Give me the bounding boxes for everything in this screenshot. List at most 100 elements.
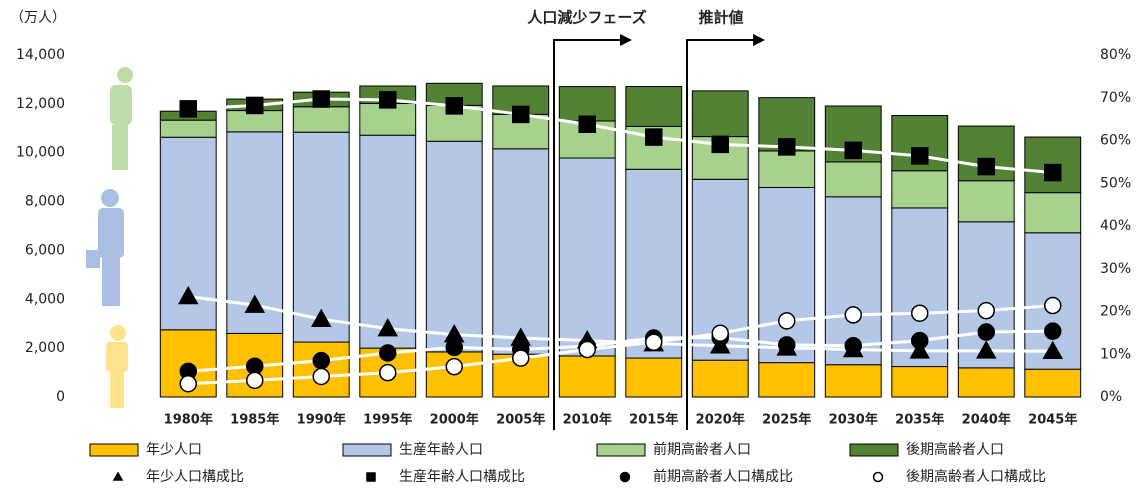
y-tick-label: 14,000 xyxy=(16,47,65,63)
marker xyxy=(512,349,530,367)
x-tick-label: 2025年 xyxy=(762,412,811,428)
arrow-head xyxy=(620,34,632,46)
bar xyxy=(758,362,816,398)
marker xyxy=(578,115,596,134)
marker xyxy=(844,306,862,324)
y-tick-label: 4,000 xyxy=(25,291,65,307)
marker xyxy=(1044,296,1062,315)
y-tick-label: 0 xyxy=(56,389,65,405)
marker xyxy=(310,308,332,327)
y-axis-label: （万人） xyxy=(10,10,66,26)
marker xyxy=(1042,340,1064,360)
marker xyxy=(909,340,931,359)
bar xyxy=(292,106,350,133)
y-tick-label: 2,000 xyxy=(25,340,65,356)
bar xyxy=(1024,192,1082,234)
marker xyxy=(445,338,463,357)
marker xyxy=(379,91,397,109)
bar xyxy=(891,366,949,398)
x-tick-label: 1990年 xyxy=(297,412,346,428)
marker xyxy=(246,371,264,390)
bar xyxy=(824,364,882,398)
bar xyxy=(359,134,417,349)
bar xyxy=(758,186,816,364)
legend-swatch xyxy=(596,443,646,457)
marker xyxy=(911,304,929,322)
marker xyxy=(512,105,530,124)
marker xyxy=(711,324,729,343)
marker xyxy=(246,96,264,115)
bar xyxy=(625,168,683,359)
y2-tick-label: 30% xyxy=(1100,261,1131,277)
marker xyxy=(977,301,995,320)
marker xyxy=(177,286,199,305)
bar xyxy=(691,90,749,138)
y-tick-label: 10,000 xyxy=(16,145,65,161)
marker xyxy=(312,90,330,108)
bar xyxy=(159,119,217,138)
x-tick-label: 2010年 xyxy=(563,412,612,428)
marker xyxy=(377,318,399,337)
x-tick-label: 2015年 xyxy=(629,412,678,428)
marker xyxy=(179,100,197,118)
legend-swatch xyxy=(849,443,899,457)
marker xyxy=(911,147,929,165)
line xyxy=(188,304,1053,386)
y2-tick-label: 10% xyxy=(1100,346,1131,362)
marker xyxy=(977,323,995,341)
y-tick-label: 12,000 xyxy=(16,96,65,112)
legend-marker xyxy=(112,471,124,481)
legend-label: 前期高齢者人口 xyxy=(653,441,751,458)
x-tick-label: 1995年 xyxy=(363,412,412,428)
annotation: 推計値 xyxy=(698,9,743,27)
marker xyxy=(312,367,330,386)
marker xyxy=(711,135,729,154)
marker xyxy=(778,336,796,354)
bar xyxy=(425,140,483,353)
marker xyxy=(1044,163,1062,182)
legend-marker xyxy=(366,472,376,482)
marker xyxy=(445,97,463,115)
bar xyxy=(957,367,1015,398)
marker xyxy=(645,128,663,146)
annotation: 人口減少フェーズ xyxy=(527,9,646,27)
x-tick-label: 2045年 xyxy=(1028,412,1077,428)
bar xyxy=(691,359,749,398)
y2-tick-label: 70% xyxy=(1100,90,1131,106)
bar xyxy=(824,161,882,198)
marker xyxy=(312,351,330,370)
x-tick-label: 2005年 xyxy=(496,412,545,428)
line xyxy=(188,97,1053,175)
line xyxy=(188,329,1053,373)
x-tick-label: 2000年 xyxy=(430,412,479,428)
x-tick-label: 1980年 xyxy=(164,412,213,428)
y2-tick-label: 0% xyxy=(1100,389,1122,405)
bar xyxy=(492,148,550,355)
marker xyxy=(645,333,663,352)
legend-label: 年少人口構成比 xyxy=(146,469,244,485)
marker xyxy=(778,138,796,156)
y2-tick-label: 50% xyxy=(1100,175,1131,191)
bar xyxy=(891,170,949,209)
bar xyxy=(292,131,350,343)
marker xyxy=(379,363,397,382)
legend-swatch xyxy=(89,443,139,457)
annotation-arrow xyxy=(686,39,763,430)
x-tick-label: 1985年 xyxy=(230,412,279,428)
bar xyxy=(824,196,882,366)
x-tick-label: 2020年 xyxy=(696,412,745,428)
bar xyxy=(558,355,616,398)
legend-marker xyxy=(619,471,631,483)
y-tick-label: 8,000 xyxy=(25,194,65,210)
bar xyxy=(1024,368,1082,398)
y-tick-label: 6,000 xyxy=(25,242,65,258)
marker xyxy=(778,312,796,330)
legend-label: 前期高齢者人口構成比 xyxy=(653,468,793,485)
marker xyxy=(179,374,197,393)
marker xyxy=(977,157,995,176)
bar xyxy=(758,150,816,188)
legend-label: 年少人口 xyxy=(146,442,202,458)
marker xyxy=(844,336,862,355)
y2-tick-label: 40% xyxy=(1100,218,1131,234)
